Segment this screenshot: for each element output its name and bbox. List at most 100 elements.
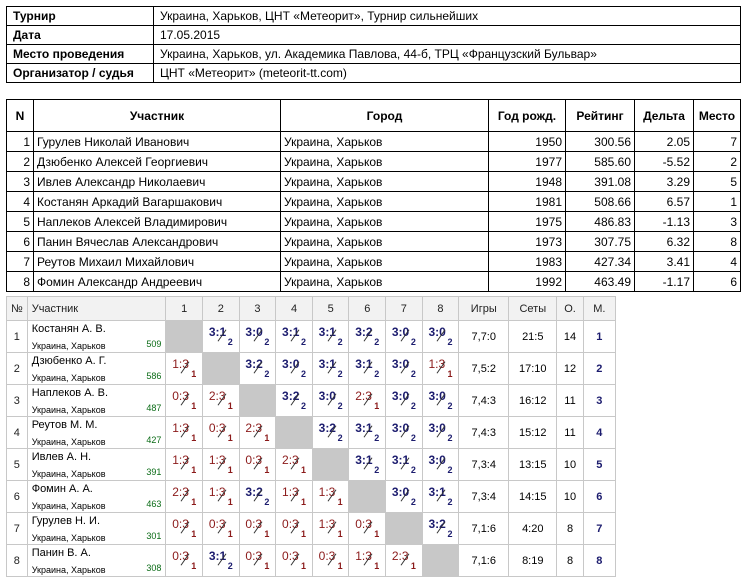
match-result-cell: 3:0 2 <box>385 416 423 449</box>
cross-column-header: 3 <box>238 296 277 321</box>
match-result: 3:2 2 <box>317 417 345 445</box>
match-result-cell <box>238 384 277 417</box>
match-result-cell: 3:0 2 <box>385 480 423 513</box>
match-result: 0:3 1 <box>170 545 198 573</box>
table-cell: 1950 <box>488 131 566 152</box>
table-cell: Украина, Харьков <box>280 231 489 252</box>
match-points: 1 <box>264 529 270 539</box>
table-row: 7 Реутов Михаил Михайлович Украина, Харько… <box>6 251 741 272</box>
place-value: 6 <box>582 480 617 513</box>
player-city: Украина, Харьков <box>31 533 106 543</box>
match-points: 1 <box>301 561 307 571</box>
table-cell: 3 <box>693 211 741 232</box>
sets-value: 16:12 <box>508 384 558 417</box>
match-points: 1 <box>301 497 307 507</box>
tournament-info-table: Турнир Украина, Харьков, ЦНТ «Метеорит», … <box>6 6 741 83</box>
column-header: Участник <box>33 99 281 132</box>
match-result-cell: 3:0 2 <box>385 352 423 385</box>
points-value: 11 <box>556 384 584 417</box>
player-name: Панин В. А. <box>31 547 91 559</box>
match-points: 2 <box>374 337 380 347</box>
table-cell: Гурулев Николай Иванович <box>33 131 281 152</box>
match-result-cell: 0:3 1 <box>202 416 240 449</box>
table-cell: 1981 <box>488 191 566 212</box>
match-result: 1:3 1 <box>170 417 198 445</box>
row-number: 3 <box>6 384 28 417</box>
match-points: 2 <box>447 529 453 539</box>
player-cell: Реутов М. М. Украина, Харьков 427 <box>26 416 167 449</box>
match-points: 1 <box>264 433 270 443</box>
match-result: 3:2 2 <box>243 481 271 509</box>
match-points: 2 <box>374 465 380 475</box>
cross-column-header: 4 <box>275 296 313 321</box>
points-value: 8 <box>556 544 584 577</box>
match-result-cell: 3:1 2 <box>348 416 387 449</box>
match-result: 3:2 2 <box>353 321 381 349</box>
player-name: Ивлев А. Н. <box>31 451 92 463</box>
match-result: 3:0 2 <box>426 321 454 349</box>
player-city: Украина, Харьков <box>31 373 106 383</box>
match-points: 1 <box>191 529 197 539</box>
match-result: 1:3 1 <box>426 353 454 381</box>
table-row: 1 Гурулев Николай Иванович Украина, Харько… <box>6 131 741 152</box>
table-cell: Украина, Харьков <box>280 251 489 272</box>
match-points: 2 <box>227 337 233 347</box>
match-result: 3:0 2 <box>426 385 454 413</box>
match-result-cell: 0:3 1 <box>202 512 240 545</box>
table-row: 2 Дзюбенко Алексей Георгиевич Украина, Хар… <box>6 151 741 172</box>
games-value: 7,7:0 <box>458 320 510 353</box>
match-points: 2 <box>227 561 233 571</box>
player-rating: 586 <box>146 371 162 381</box>
match-result-cell: 3:2 2 <box>311 416 350 449</box>
match-result: 3:1 2 <box>317 321 345 349</box>
match-result: 2:3 1 <box>390 545 418 573</box>
table-cell: 427.34 <box>565 251 635 272</box>
match-points: 1 <box>191 369 197 379</box>
match-result: 3:1 2 <box>317 353 345 381</box>
match-result-cell: 3:1 2 <box>202 320 240 353</box>
match-points: 1 <box>191 433 197 443</box>
match-points: 2 <box>301 337 307 347</box>
column-header: N <box>6 99 34 132</box>
table-row: 8 Фомин Александр Андреевич Украина, Харьк… <box>6 271 741 292</box>
match-result-cell: 3:2 2 <box>238 352 277 385</box>
table-cell: Ивлев Александр Николаевич <box>33 171 281 192</box>
match-points: 1 <box>191 401 197 411</box>
match-result-cell: 0:3 1 <box>165 384 204 417</box>
match-points: 2 <box>447 465 453 475</box>
match-result-cell <box>311 448 350 481</box>
match-points: 2 <box>301 369 307 379</box>
table-row: 3 Ивлев Александр Николаевич Украина, Харь… <box>6 171 741 192</box>
table-cell: 391.08 <box>565 171 635 192</box>
place-value: 2 <box>582 352 617 385</box>
games-value: 7,4:3 <box>458 384 510 417</box>
match-result: 3:1 2 <box>353 449 381 477</box>
match-result: 3:1 2 <box>426 481 454 509</box>
match-points: 2 <box>264 369 270 379</box>
match-result-cell: 3:1 2 <box>421 480 460 513</box>
match-result: 1:3 1 <box>207 449 235 477</box>
match-result-cell: 3:0 2 <box>421 416 460 449</box>
match-result: 0:3 1 <box>207 513 235 541</box>
match-points: 1 <box>191 465 197 475</box>
place-value: 5 <box>582 448 617 481</box>
table-cell: 486.83 <box>565 211 635 232</box>
player-rating: 427 <box>146 435 162 445</box>
cross-column-header: 5 <box>311 296 350 321</box>
match-points: 1 <box>337 561 343 571</box>
cross-results-table: № Участник 1 2 3 4 5 6 7 8 Игры Сеты О. М. 1 Костанян А… <box>6 296 617 577</box>
match-result: 3:2 2 <box>280 385 308 413</box>
match-result: 1:3 1 <box>170 353 198 381</box>
points-value: 8 <box>556 512 584 545</box>
match-result: 0:3 1 <box>280 545 308 573</box>
match-points: 1 <box>410 561 416 571</box>
player-name: Дзюбенко А. Г. <box>31 355 107 367</box>
table-cell: 5 <box>693 171 741 192</box>
participants-table: N Участник Город Год рожд. Рейтинг Дельта Мест… <box>6 99 741 292</box>
match-points: 2 <box>301 401 307 411</box>
table-cell: Украина, Харьков <box>280 151 489 172</box>
row-number: 5 <box>6 448 28 481</box>
player-city: Украина, Харьков <box>31 565 106 575</box>
match-points: 2 <box>410 465 416 475</box>
player-rating: 487 <box>146 403 162 413</box>
